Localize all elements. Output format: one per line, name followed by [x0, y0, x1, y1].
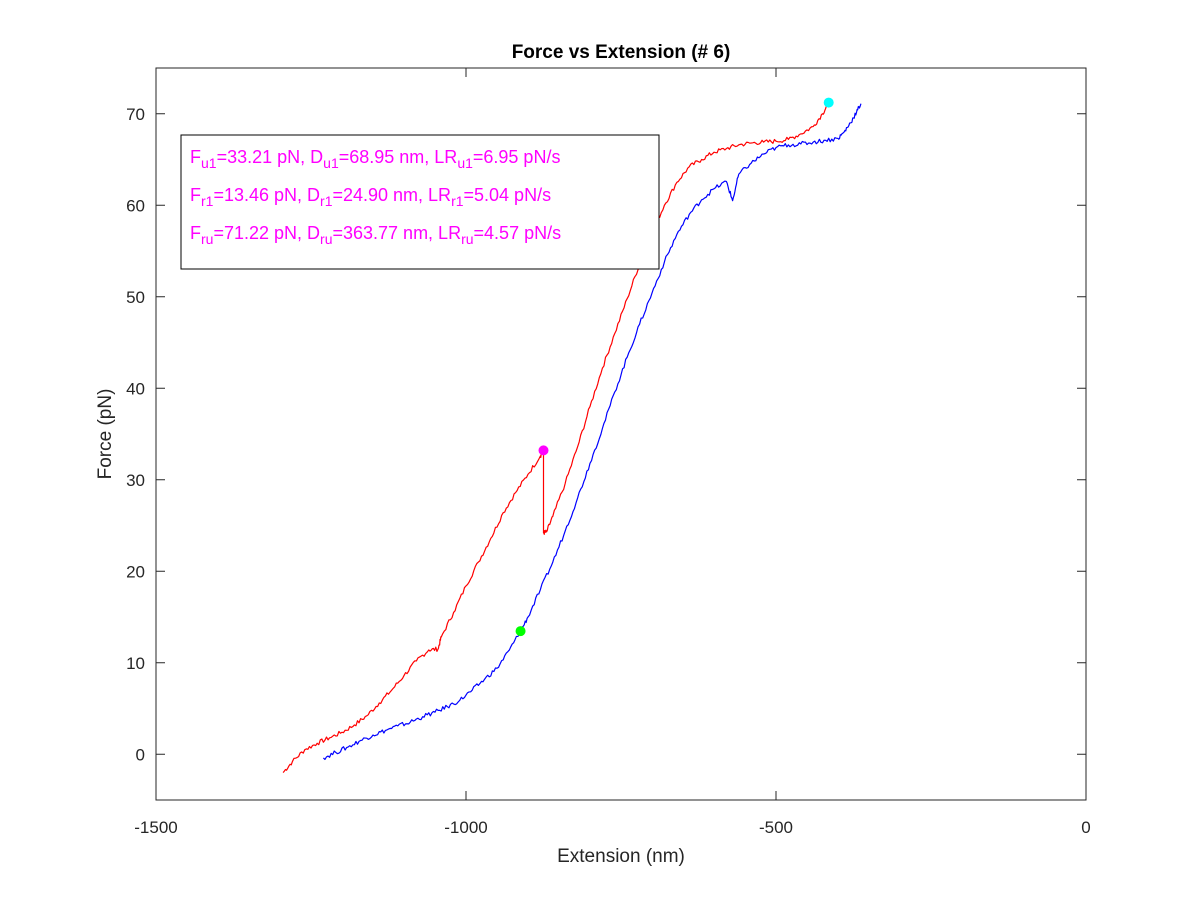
y-tick-label-3: 30 [126, 471, 145, 490]
annotation-line-1-seg-4: =24.90 nm, LR [332, 185, 451, 205]
annotation-line-2-seg-3: ru [320, 231, 332, 247]
annotation-line-2-seg-1: ru [201, 231, 213, 247]
annotation-line-1-seg-1: r1 [201, 193, 214, 209]
x-tick-label-3: 0 [1081, 818, 1090, 837]
event-marker-1 [515, 626, 526, 637]
event-marker-2 [823, 97, 834, 108]
tick-layer: -1500 -1000 -500 0 0 10 20 30 40 50 60 70 [126, 68, 1091, 837]
annotation-line-2: Fru=71.22 pN, Dru=363.77 nm, LRru=4.57 p… [190, 223, 561, 247]
annotation-line-0-seg-6: =6.95 pN/s [473, 147, 561, 167]
x-tick-label-0: -1500 [134, 818, 177, 837]
x-axis-label: Extension (nm) [557, 846, 685, 867]
annotation-line-0-seg-4: =68.95 nm, LR [339, 147, 458, 167]
annotation-line-1: Fr1=13.46 pN, Dr1=24.90 nm, LRr1=5.04 pN… [190, 185, 551, 209]
annotation-line-1-seg-2: =13.46 pN, D [213, 185, 320, 205]
series-line-1 [322, 103, 862, 761]
annotation-line-1-seg-0: F [190, 185, 201, 205]
annotation-frame [180, 134, 660, 270]
y-tick-label-7: 70 [126, 105, 145, 124]
y-tick-label-0: 0 [136, 745, 145, 764]
y-axis-label: Force (pN) [95, 389, 116, 480]
annotation-line-1-seg-3: r1 [320, 193, 333, 209]
annotation-line-2-seg-6: =4.57 pN/s [474, 223, 562, 243]
annotation-line-2-seg-5: ru [461, 231, 473, 247]
annotation-line-0-seg-5: u1 [457, 155, 473, 171]
annotation-line-1-seg-5: r1 [451, 193, 464, 209]
y-tick-label-4: 40 [126, 379, 145, 398]
plot-frame [155, 67, 1087, 801]
y-tick-label-2: 20 [126, 562, 145, 581]
annotation-line-0-seg-0: F [190, 147, 201, 167]
annotation-line-0-seg-3: u1 [323, 155, 339, 171]
annotation-line-1-seg-6: =5.04 pN/s [464, 185, 552, 205]
y-tick-label-1: 10 [126, 654, 145, 673]
marker-layer [515, 97, 834, 637]
chart-title: Force vs Extension (# 6) [512, 42, 731, 63]
x-tick-label-1: -1000 [444, 818, 487, 837]
y-tick-label-5: 50 [126, 288, 145, 307]
event-marker-0 [538, 445, 549, 456]
x-tick-label-2: -500 [759, 818, 793, 837]
annotation-line-2-seg-0: F [190, 223, 201, 243]
annotation-line-2-seg-2: =71.22 pN, D [213, 223, 320, 243]
annotation-line-0-seg-1: u1 [201, 155, 217, 171]
annotation-line-0: Fu1=33.21 pN, Du1=68.95 nm, LRu1=6.95 pN… [190, 147, 560, 171]
series-layer [282, 101, 862, 773]
annotation-box: Fu1=33.21 pN, Du1=68.95 nm, LRu1=6.95 pN… [180, 134, 660, 270]
annotation-line-2-seg-4: =363.77 nm, LR [332, 223, 461, 243]
y-tick-label-6: 60 [126, 196, 145, 215]
annotation-line-0-seg-2: =33.21 pN, D [217, 147, 324, 167]
series-line-0 [282, 101, 829, 773]
